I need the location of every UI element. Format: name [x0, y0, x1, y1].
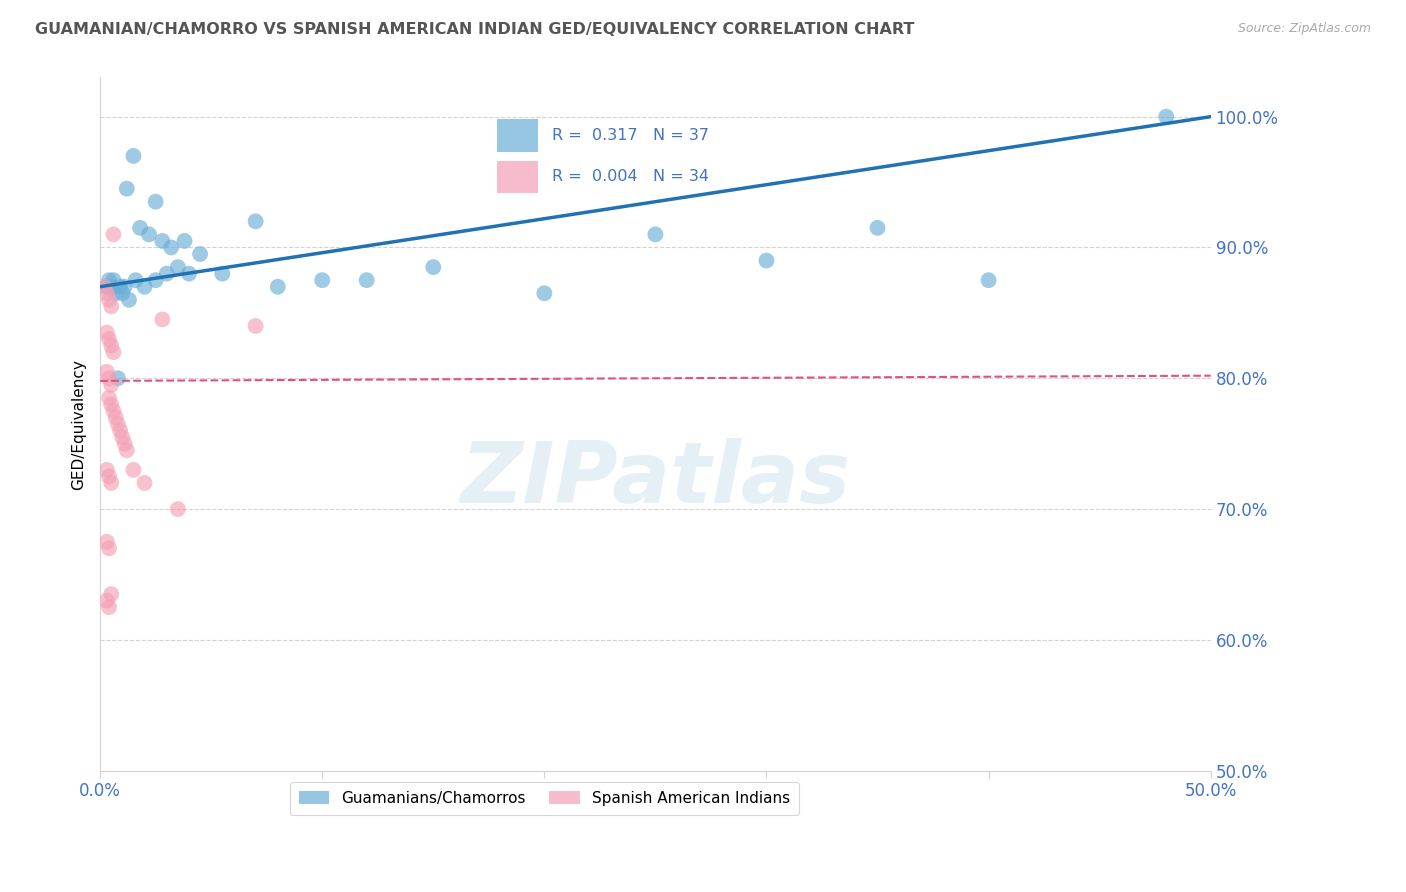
Point: [134, 475, 156, 490]
Point: [98, 332, 121, 346]
Point: [103, 227, 125, 242]
Point: [122, 463, 145, 477]
Point: [533, 286, 555, 301]
Point: [98, 541, 121, 556]
Point: [145, 273, 167, 287]
Point: [138, 227, 160, 242]
Y-axis label: GED/Equivalency: GED/Equivalency: [72, 359, 86, 490]
Point: [111, 430, 134, 444]
Point: [108, 279, 131, 293]
Point: [124, 273, 146, 287]
Point: [96, 365, 118, 379]
Point: [98, 371, 121, 385]
Text: GUAMANIAN/CHAMORRO VS SPANISH AMERICAN INDIAN GED/EQUIVALENCY CORRELATION CHART: GUAMANIAN/CHAMORRO VS SPANISH AMERICAN I…: [35, 22, 914, 37]
Point: [134, 279, 156, 293]
Point: [311, 273, 333, 287]
Point: [103, 345, 125, 359]
Point: [100, 475, 122, 490]
Point: [98, 273, 121, 287]
Point: [107, 371, 129, 385]
Point: [108, 424, 131, 438]
Point: [98, 469, 121, 483]
Point: [96, 593, 118, 607]
Point: [160, 240, 183, 254]
Point: [173, 234, 195, 248]
Point: [96, 326, 118, 340]
Point: [100, 377, 122, 392]
Point: [96, 279, 118, 293]
Point: [111, 286, 134, 301]
Point: [115, 443, 138, 458]
Point: [104, 286, 127, 301]
Point: [267, 279, 290, 293]
Point: [98, 600, 121, 615]
Point: [245, 318, 267, 333]
Point: [129, 220, 152, 235]
Point: [150, 234, 173, 248]
Point: [755, 253, 778, 268]
Point: [245, 214, 267, 228]
Point: [96, 286, 118, 301]
Legend: Guamanians/Chamorros, Spanish American Indians: Guamanians/Chamorros, Spanish American I…: [290, 781, 799, 815]
Point: [118, 293, 141, 307]
Point: [96, 534, 118, 549]
Point: [93, 279, 115, 293]
Point: [188, 247, 211, 261]
Point: [422, 260, 444, 274]
Point: [114, 436, 136, 450]
Point: [356, 273, 378, 287]
Point: [107, 417, 129, 431]
Point: [98, 293, 121, 307]
Point: [977, 273, 1000, 287]
Point: [100, 338, 122, 352]
Text: ZIPatlas: ZIPatlas: [460, 438, 851, 521]
Point: [100, 299, 122, 313]
Point: [100, 587, 122, 601]
Point: [103, 404, 125, 418]
Point: [103, 273, 125, 287]
Point: [167, 260, 190, 274]
Text: Source: ZipAtlas.com: Source: ZipAtlas.com: [1237, 22, 1371, 36]
Point: [104, 410, 127, 425]
Point: [115, 181, 138, 195]
Point: [866, 220, 889, 235]
Point: [98, 391, 121, 405]
Point: [100, 279, 122, 293]
Point: [167, 502, 190, 516]
Point: [145, 194, 167, 209]
Point: [150, 312, 173, 326]
Point: [211, 267, 233, 281]
Point: [156, 267, 179, 281]
Point: [100, 397, 122, 411]
Point: [644, 227, 666, 242]
Point: [177, 267, 200, 281]
Point: [114, 279, 136, 293]
Point: [96, 463, 118, 477]
Point: [122, 149, 145, 163]
Point: [1154, 110, 1177, 124]
